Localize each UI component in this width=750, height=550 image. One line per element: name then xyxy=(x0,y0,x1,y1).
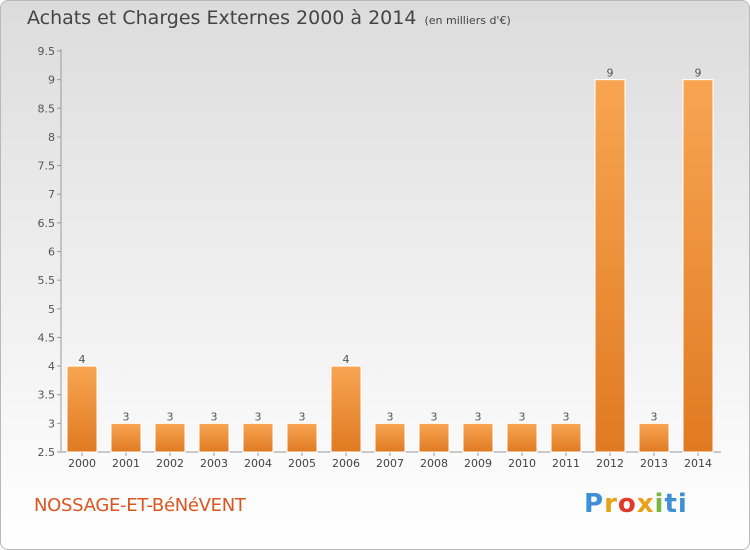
logo-letter: i xyxy=(654,489,665,519)
y-tick-label: 5.5 xyxy=(38,274,56,287)
bar-value-label: 3 xyxy=(299,410,306,423)
x-tick-label: 2000 xyxy=(68,457,96,470)
bar xyxy=(330,365,362,453)
chart-unit: (en milliers d'€) xyxy=(424,14,511,27)
y-tick-label: 3.5 xyxy=(38,389,56,402)
bar-value-label: 9 xyxy=(607,67,614,80)
bar-value-label: 3 xyxy=(255,410,262,423)
logo-letter: x xyxy=(636,489,655,519)
y-tick-label: 2.5 xyxy=(38,446,56,459)
y-tick-label: 9 xyxy=(48,74,55,87)
x-tick-label: 2002 xyxy=(156,457,184,470)
x-tick-label: 2004 xyxy=(244,457,272,470)
y-tick-label: 4.5 xyxy=(38,331,56,344)
x-tick-label: 2012 xyxy=(596,457,624,470)
bar-value-label: 3 xyxy=(475,410,482,423)
logo-letter: P xyxy=(584,489,605,519)
bar-value-label: 3 xyxy=(519,410,526,423)
x-tick-label: 2008 xyxy=(420,457,448,470)
bar-value-label: 3 xyxy=(387,410,394,423)
bar-value-label: 3 xyxy=(167,410,174,423)
y-tick-label: 5 xyxy=(48,303,55,316)
bar-value-label: 4 xyxy=(79,353,86,366)
bar xyxy=(550,422,582,453)
bar xyxy=(154,422,186,453)
logo-letter: o xyxy=(617,489,637,519)
bar xyxy=(638,422,670,453)
y-tick-label: 8 xyxy=(48,131,55,144)
logo-letter: i xyxy=(677,489,688,519)
x-tick-label: 2009 xyxy=(464,457,492,470)
y-tick-label: 7.5 xyxy=(38,160,56,173)
bar xyxy=(374,422,406,453)
y-tick-label: 8.5 xyxy=(38,102,56,115)
y-tick-label: 6 xyxy=(48,246,55,259)
commune-name: NOSSAGE-ET-BéNéVENT xyxy=(34,495,246,516)
chart-title: Achats et Charges Externes 2000 à 2014 (e… xyxy=(27,7,511,29)
bar xyxy=(594,79,626,453)
x-tick-label: 2014 xyxy=(684,457,712,470)
proxiti-logo[interactable]: Proxiti xyxy=(584,489,688,519)
bar xyxy=(418,422,450,453)
x-tick-label: 2005 xyxy=(288,457,316,470)
logo-letter: t xyxy=(664,489,678,519)
bar-value-label: 3 xyxy=(563,410,570,423)
logo-letter: r xyxy=(604,489,618,519)
bar xyxy=(286,422,318,453)
x-tick-label: 2006 xyxy=(332,457,360,470)
x-tick-label: 2013 xyxy=(640,457,668,470)
bar-value-label: 4 xyxy=(343,353,350,366)
x-tick-label: 2011 xyxy=(552,457,580,470)
bar-value-label: 3 xyxy=(123,410,130,423)
bar-value-label: 3 xyxy=(211,410,218,423)
bar-value-label: 9 xyxy=(695,67,702,80)
chart-labels: 4 2000 3 2001 3 2002 3 2003 3 2004 3 2005 4 2006 3 2007… xyxy=(68,67,712,470)
x-tick-label: 2001 xyxy=(112,457,140,470)
bar xyxy=(506,422,538,453)
bar xyxy=(66,365,98,453)
bar xyxy=(462,422,494,453)
chart-bars xyxy=(66,79,714,453)
chart-title-text: Achats et Charges Externes 2000 à 2014 xyxy=(27,7,417,29)
bar xyxy=(198,422,230,453)
bar xyxy=(682,79,714,453)
x-tick-label: 2003 xyxy=(200,457,228,470)
bar-value-label: 3 xyxy=(431,410,438,423)
bar-value-label: 3 xyxy=(651,410,658,423)
x-tick-label: 2007 xyxy=(376,457,404,470)
x-tick-label: 2010 xyxy=(508,457,536,470)
y-tick-label: 9.5 xyxy=(38,45,56,58)
y-tick-label: 6.5 xyxy=(38,217,56,230)
y-tick-label: 3 xyxy=(48,417,55,430)
bar xyxy=(110,422,142,453)
y-tick-label: 7 xyxy=(48,188,55,201)
bar xyxy=(242,422,274,453)
y-tick-label: 4 xyxy=(48,360,55,373)
